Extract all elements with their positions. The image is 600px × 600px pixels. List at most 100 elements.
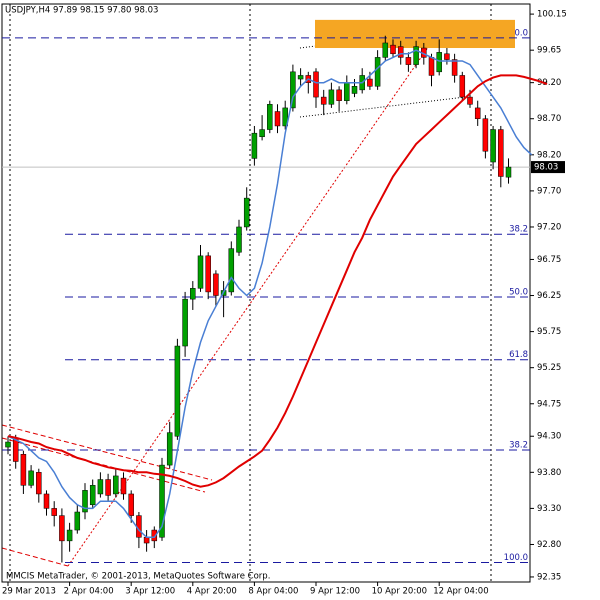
- trend-line: [1, 424, 213, 481]
- y-tick-label: 93.30: [537, 504, 561, 514]
- candle-body: [351, 86, 358, 94]
- candle-body: [51, 508, 57, 516]
- current-price-box: [531, 161, 565, 174]
- candle-body: [105, 479, 111, 496]
- candle-body: [190, 288, 196, 300]
- footer: MMCIS MetaTrader, © 2001-2013, MetaQuote…: [6, 572, 270, 582]
- candle-body: [251, 132, 258, 159]
- moving-average: [7, 74, 548, 488]
- y-tick-label: 99.20: [537, 78, 561, 88]
- candle-body: [28, 470, 34, 486]
- candle-body: [166, 432, 173, 466]
- candle-body: [428, 57, 435, 76]
- y-tick-label: 94.30: [537, 432, 561, 442]
- x-tick-label: 9 Apr 12:00: [310, 587, 360, 597]
- candle-body: [182, 298, 188, 347]
- candle-body: [336, 89, 342, 101]
- chart-title: USDJPY,H4 97.89 98.15 97.80 98.03: [5, 6, 158, 16]
- candle-body: [505, 166, 512, 178]
- zone: [315, 19, 515, 49]
- y-tick-label: 95.75: [537, 327, 561, 337]
- candle-body: [74, 511, 81, 531]
- candle-body: [498, 129, 504, 177]
- y-tick-label: 100.15: [537, 10, 567, 20]
- candle-body: [213, 273, 219, 296]
- candle-body: [159, 464, 165, 538]
- y-tick-label: 92.35: [537, 572, 561, 582]
- candle-body: [5, 441, 11, 448]
- x-tick-label: 2 Apr 04:00: [64, 587, 114, 597]
- trend-line: [67, 29, 441, 567]
- fib-label: 0.0: [514, 28, 528, 38]
- x-tick-label: 8 Apr 04:00: [248, 587, 298, 597]
- candle-body: [259, 129, 265, 138]
- candle-body: [367, 78, 373, 87]
- fib-label: 61.8: [509, 350, 528, 360]
- y-tick-label: 97.20: [537, 222, 561, 232]
- candle-body: [474, 107, 481, 119]
- candle-body: [482, 118, 489, 152]
- channel-line: [299, 96, 466, 118]
- candle-body: [444, 53, 450, 60]
- candle-body: [59, 515, 65, 542]
- candle-body: [274, 111, 281, 127]
- trend-line: [1, 547, 69, 567]
- candle-body: [374, 57, 381, 87]
- candle-body: [459, 75, 466, 98]
- candle-body: [267, 104, 273, 130]
- plot-frame: [1, 3, 531, 583]
- candle-body: [390, 44, 396, 55]
- fib-label: 38.2: [509, 440, 528, 450]
- y-tick-label: 96.75: [537, 255, 561, 265]
- candle-body: [113, 475, 119, 495]
- y-tick-label: 98.20: [537, 150, 561, 160]
- candle-body: [228, 248, 235, 293]
- candle-body: [467, 96, 473, 105]
- x-tick-label: 4 Apr 20:00: [187, 587, 237, 597]
- fib-label: 38.2: [509, 225, 528, 235]
- y-tick-label: 95.25: [537, 363, 561, 373]
- candle-body: [243, 197, 250, 228]
- candle-body: [405, 57, 412, 65]
- y-tick-label: 94.75: [537, 399, 561, 409]
- candle-body: [120, 477, 127, 495]
- candle-body: [174, 345, 181, 437]
- candle-body: [89, 485, 96, 506]
- moving-average: [7, 49, 533, 539]
- fib-label: 50.0: [509, 287, 528, 297]
- candle-body: [236, 226, 242, 253]
- candle-body: [413, 46, 419, 65]
- candle-body: [382, 42, 389, 58]
- candle-body: [282, 107, 288, 127]
- candle-body: [328, 89, 335, 105]
- fib-label: 100.0: [504, 553, 528, 563]
- y-tick-label: 92.80: [537, 540, 561, 550]
- candle-body: [43, 493, 50, 509]
- candle-body: [66, 529, 73, 542]
- candle-body: [397, 46, 404, 58]
- candle-body: [451, 59, 458, 76]
- candle-body: [143, 537, 150, 544]
- candle-body: [490, 129, 496, 163]
- candle-body: [205, 255, 211, 293]
- candle-body: [128, 493, 134, 516]
- drawings: [1, 4, 492, 582]
- candle-body: [313, 71, 319, 98]
- x-tick-label: 12 Apr 04:00: [433, 587, 488, 597]
- x-tick-label: 29 Mar 2013: [2, 587, 56, 597]
- y-tick-label: 96.25: [537, 291, 561, 301]
- candle-body: [151, 529, 158, 542]
- current-price-label: 98.03: [534, 163, 558, 173]
- candle-body: [344, 82, 350, 101]
- y-tick-label: 97.70: [537, 186, 561, 196]
- y-tick-label: 98.70: [537, 114, 561, 124]
- candle-body: [82, 490, 88, 513]
- candle-body: [436, 52, 442, 73]
- candle-body: [297, 75, 304, 80]
- candle-body: [197, 255, 204, 289]
- candle-body: [36, 472, 42, 495]
- y-tick-label: 99.65: [537, 46, 561, 56]
- candle-body: [320, 96, 327, 105]
